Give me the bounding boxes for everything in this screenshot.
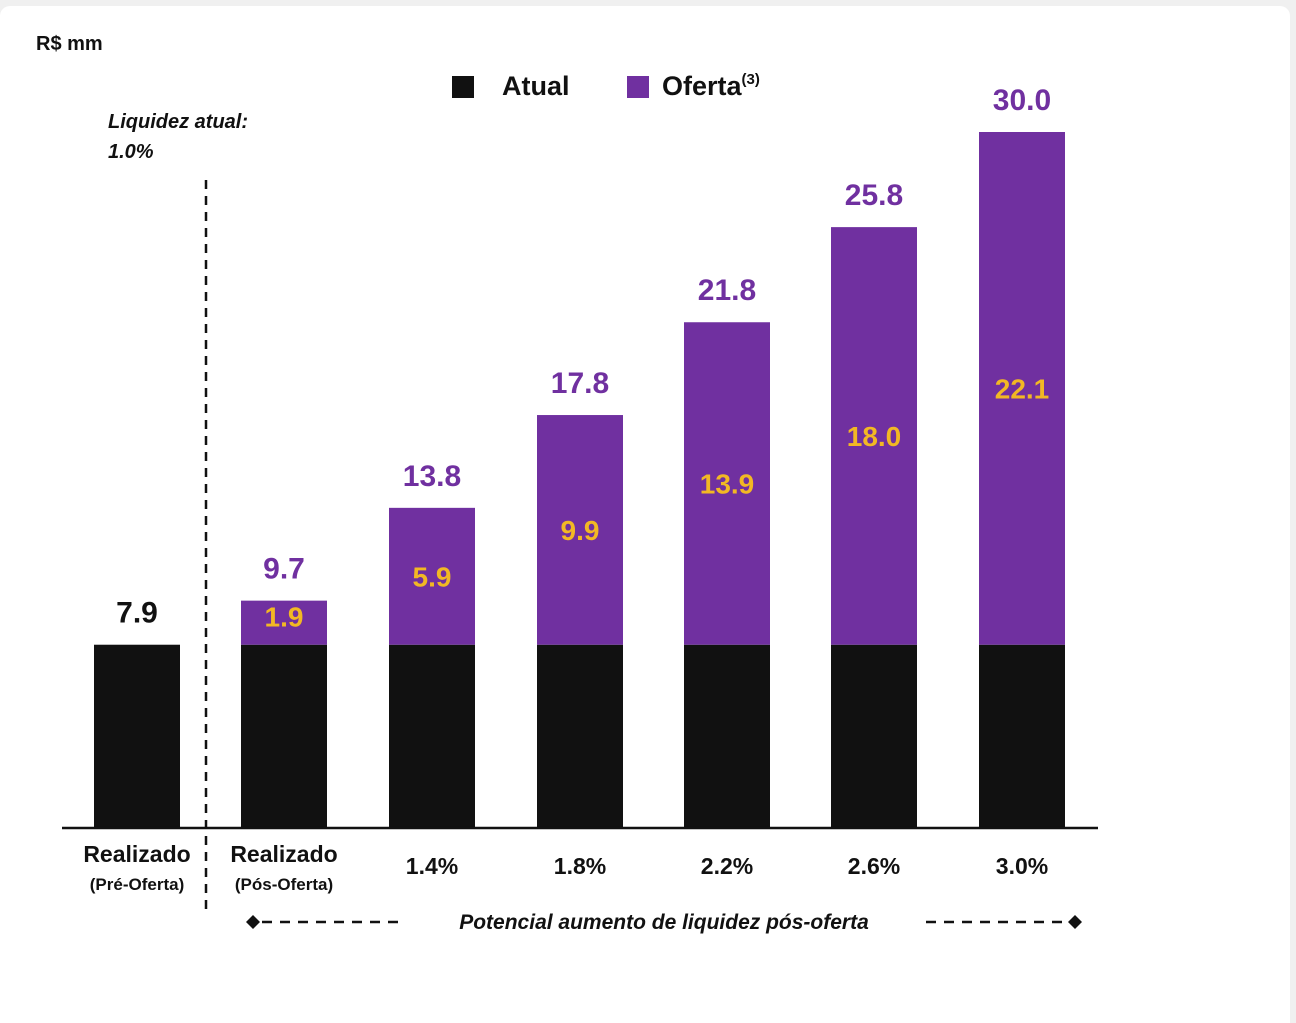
bar-atual-5 [831, 644, 917, 828]
legend-oferta-name: Oferta [662, 71, 743, 101]
bar-oferta-3 [537, 415, 623, 645]
bar-atual-1 [241, 644, 327, 828]
legend: Atual Oferta(3) [452, 71, 760, 101]
legend-label-atual: Atual [502, 71, 570, 101]
segment-label-oferta-4: 13.9 [700, 468, 755, 499]
category-label-5: 2.6% [848, 853, 900, 879]
category-label-1-line1: Realizado [230, 841, 337, 867]
footer-bracket: Potencial aumento de liquidez pós-oferta [246, 911, 1082, 934]
footer-note: Potencial aumento de liquidez pós-oferta [459, 911, 869, 934]
bracket-left-diamond [246, 915, 260, 929]
category-label-1-line2: (Pós-Oferta) [235, 875, 333, 894]
legend-swatch-oferta [627, 76, 649, 98]
total-label-6: 30.0 [993, 84, 1051, 117]
bar-oferta-1 [241, 600, 327, 645]
bar-oferta-5 [831, 227, 917, 645]
category-labels: Realizado (Pré-Oferta) Realizado (Pós-Ofert… [83, 841, 1048, 894]
segment-label-oferta-3: 9.9 [561, 515, 600, 546]
annotation-line2: 1.0% [108, 141, 154, 163]
bar-oferta-4 [684, 322, 770, 645]
legend-swatch-atual [452, 76, 474, 98]
bar-oferta-6 [979, 132, 1065, 645]
total-label-2: 13.8 [403, 460, 461, 493]
total-label-0: 7.9 [116, 597, 158, 630]
segment-label-oferta-2: 5.9 [413, 561, 452, 592]
category-label-3: 1.8% [554, 853, 606, 879]
total-label-5: 25.8 [845, 179, 903, 212]
bar-atual-2 [389, 644, 475, 828]
bracket-right-diamond [1068, 915, 1082, 929]
category-label-6: 3.0% [996, 853, 1048, 879]
category-label-2: 1.4% [406, 853, 458, 879]
total-label-3: 17.8 [551, 367, 609, 400]
bar-atual-6 [979, 644, 1065, 828]
total-label-1: 9.7 [263, 553, 305, 586]
segment-label-oferta-5: 18.0 [847, 421, 902, 452]
category-label-4: 2.2% [701, 853, 753, 879]
segment-label-oferta-6: 22.1 [995, 373, 1050, 404]
unit-label: R$ mm [36, 33, 103, 55]
chart-card [0, 6, 1290, 1023]
bar-oferta-2 [389, 507, 475, 645]
bar-atual-0 [94, 644, 180, 828]
annotation-line1: Liquidez atual: [108, 111, 248, 133]
bar-atual-3 [537, 644, 623, 828]
bars-group: 7.9 1.9 9.7 5.9 13.8 9.9 17.8 13.9 21.8 18.0 25.8 2… [94, 84, 1065, 828]
bar-atual-4 [684, 644, 770, 828]
legend-oferta-superscript: (3) [742, 71, 760, 88]
total-label-4: 21.8 [698, 274, 756, 307]
legend-label-oferta: Oferta(3) [662, 71, 760, 101]
category-label-0-line1: Realizado [83, 841, 190, 867]
segment-label-oferta-1: 1.9 [265, 602, 304, 633]
category-label-0-line2: (Pré-Oferta) [90, 875, 184, 894]
